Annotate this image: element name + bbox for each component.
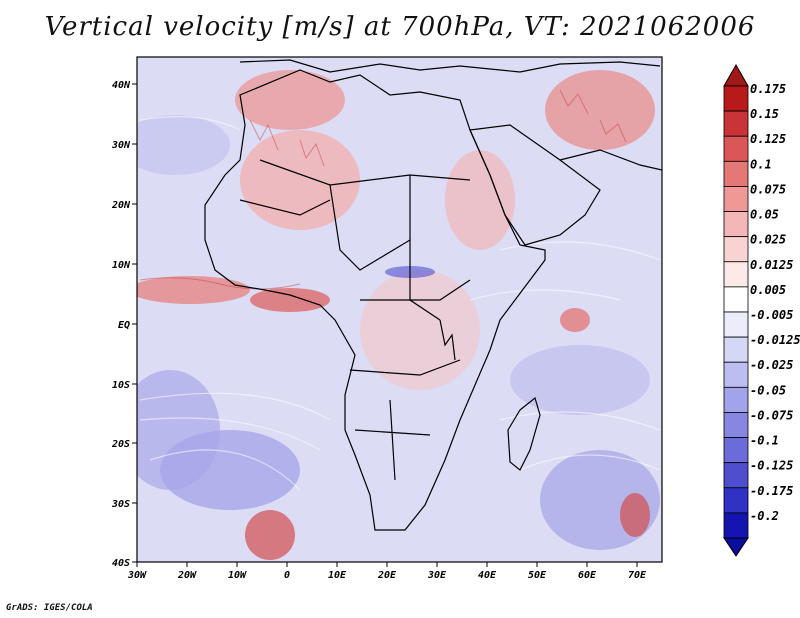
legend-label: -0.175 bbox=[750, 484, 793, 498]
legend-label: -0.075 bbox=[750, 408, 793, 422]
legend-swatch bbox=[723, 110, 749, 137]
legend-bottom-arrow bbox=[723, 537, 749, 557]
legend-label: 0.0125 bbox=[750, 258, 793, 272]
lon-label: 0 bbox=[284, 570, 290, 581]
legend-label: -0.1 bbox=[750, 434, 779, 448]
axis-ticks bbox=[132, 83, 638, 567]
legend-swatch bbox=[723, 236, 749, 263]
lon-label: 20W bbox=[177, 570, 197, 581]
legend-label: -0.2 bbox=[750, 509, 779, 523]
legend-label: 0.1 bbox=[750, 157, 772, 171]
legend-swatch bbox=[723, 85, 749, 112]
legend-swatch bbox=[723, 211, 749, 238]
longitude-labels: 30W 20W 10W 0 10E 20E 30E 40E 50E 60E 70… bbox=[127, 570, 647, 581]
legend-swatch bbox=[723, 437, 749, 464]
legend-swatch bbox=[723, 462, 749, 489]
legend-label: 0.025 bbox=[750, 233, 786, 247]
lat-label: 10N bbox=[112, 260, 131, 271]
lat-label: EQ bbox=[118, 320, 130, 331]
lon-label: 30W bbox=[127, 570, 147, 581]
lat-label: 40N bbox=[112, 80, 131, 91]
legend-label: 0.175 bbox=[750, 82, 786, 96]
legend-label: -0.0125 bbox=[750, 333, 800, 347]
lat-label: 10S bbox=[112, 380, 130, 391]
lon-label: 10W bbox=[228, 570, 247, 581]
legend-swatch bbox=[723, 412, 749, 438]
lon-label: 60E bbox=[578, 570, 597, 581]
legend-swatch bbox=[723, 286, 749, 313]
lat-label: 30N bbox=[111, 140, 131, 151]
lon-label: 30E bbox=[427, 570, 447, 581]
color-legend: 0.175 0.15 0.125 0.1 0.075 0.05 0.025 0.0125 0.0… bbox=[723, 63, 800, 557]
lon-label: 50E bbox=[528, 570, 547, 581]
coastlines bbox=[204, 59, 662, 531]
lon-label: 70E bbox=[628, 570, 647, 581]
legend-label: 0.125 bbox=[750, 132, 786, 146]
legend-top-arrow bbox=[723, 63, 749, 87]
legend-label: 0.05 bbox=[750, 208, 779, 222]
lat-label: 20N bbox=[111, 200, 131, 211]
legend-label: 0.15 bbox=[750, 107, 779, 121]
latitude-labels: 40N 30N 20N 10N EQ 10S 20S 30S 40S bbox=[111, 80, 131, 569]
legend-swatch bbox=[723, 361, 749, 388]
software-credit: GrADS: IGES/COLA bbox=[6, 603, 93, 613]
lon-label: 10E bbox=[328, 570, 347, 581]
velocity-field bbox=[137, 57, 662, 562]
plot-frame bbox=[136, 56, 663, 563]
legend-swatch bbox=[723, 135, 749, 162]
lat-label: 40S bbox=[112, 558, 130, 569]
legend-swatch bbox=[723, 336, 749, 363]
lat-label: 20S bbox=[111, 439, 130, 450]
legend-swatch bbox=[723, 160, 749, 187]
legend-label: -0.025 bbox=[750, 358, 793, 372]
legend-swatch bbox=[723, 186, 749, 212]
lon-label: 40E bbox=[478, 570, 497, 581]
legend-swatch bbox=[723, 311, 749, 338]
lat-label: 30S bbox=[111, 499, 130, 510]
legend-swatch bbox=[723, 512, 749, 539]
legend-label: -0.125 bbox=[750, 459, 793, 473]
legend-label: 0.005 bbox=[750, 283, 786, 297]
chart-title: Vertical velocity [m/s] at 700hPa, VT: 2… bbox=[44, 12, 756, 42]
legend-label: 0.075 bbox=[750, 182, 786, 196]
lon-label: 20E bbox=[377, 570, 397, 581]
legend-label: -0.05 bbox=[750, 383, 786, 397]
legend-swatch bbox=[723, 386, 749, 413]
legend-label: -0.005 bbox=[750, 308, 793, 322]
legend-swatch bbox=[723, 261, 749, 288]
legend-swatch bbox=[723, 487, 749, 514]
